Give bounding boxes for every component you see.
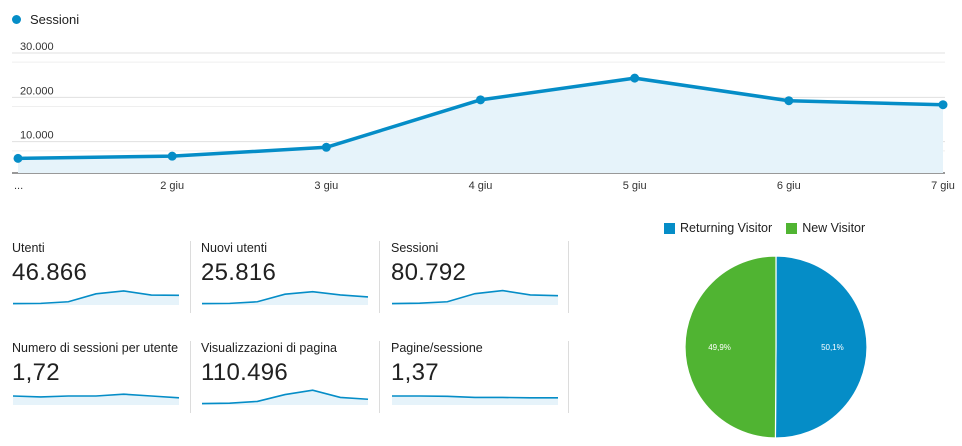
- sparkline-line: [201, 389, 369, 405]
- sessioni-point: [784, 96, 794, 106]
- metric-label: Pagine/sessione: [391, 341, 483, 355]
- metric-value: 25.816: [201, 259, 277, 286]
- new-visitor-swatch-icon: [786, 222, 798, 234]
- metric-sparkline: [12, 290, 180, 305]
- sessioni-point: [13, 153, 23, 163]
- sparkline-line: [392, 395, 558, 399]
- metric-label: Visualizzazioni di pagina: [201, 341, 337, 355]
- pie-slice-new-visitor: [684, 255, 777, 439]
- metric-value: 1,37: [391, 359, 439, 386]
- pie-legend-new[interactable]: New Visitor: [786, 221, 865, 235]
- metric-sparkline: [392, 395, 558, 405]
- legend-label: Sessioni: [30, 12, 80, 27]
- sessioni-area: [18, 78, 943, 173]
- legend-label: New Visitor: [802, 221, 866, 235]
- x-tick-label: 7 giu: [931, 180, 955, 192]
- sparkline-line: [391, 289, 559, 305]
- y-tick-label: 20.000: [20, 85, 54, 97]
- metric-label: Nuovi utenti: [201, 241, 268, 255]
- metric-label: Numero di sessioni per utente: [12, 341, 179, 355]
- metric-divider: [568, 241, 569, 313]
- metric-value: 1,72: [12, 359, 60, 386]
- sessioni-point: [938, 100, 948, 110]
- metric-value: 80.792: [391, 259, 467, 286]
- sparkline-line: [12, 290, 180, 305]
- sparkline-area: [202, 291, 368, 305]
- returning-visitor-swatch-icon: [664, 222, 675, 234]
- y-tick-label: 30.000: [20, 41, 54, 53]
- metric-utenti[interactable]: Utenti 46.866: [12, 241, 190, 317]
- legend-label: Returning Visitor: [680, 221, 773, 235]
- metric-sparkline: [12, 393, 180, 405]
- y-tick-label: 10.000: [20, 130, 54, 142]
- metric-sessioni-per-utente[interactable]: Numero di sessioni per utente 1,72: [12, 341, 190, 417]
- sparkline-line: [201, 290, 369, 305]
- metric-divider: [568, 341, 569, 413]
- pie-slice-returning-visitor: [774, 255, 868, 439]
- chart-legend[interactable]: Sessioni: [12, 12, 79, 27]
- sessioni-point: [476, 95, 485, 105]
- metric-sparkline: [201, 290, 369, 305]
- metric-pagine-sessione[interactable]: Pagine/sessione 1,37: [391, 341, 569, 417]
- pie-legend-returning[interactable]: Returning Visitor: [664, 221, 772, 235]
- metric-divider: [379, 241, 380, 313]
- sessioni-legend-dot-icon: [12, 15, 21, 24]
- sparkline-area: [392, 290, 558, 305]
- x-tick-label: 3 giu: [314, 180, 338, 192]
- sessioni-point: [630, 73, 640, 83]
- pie-legend: Returning Visitor New Visitor: [664, 221, 879, 235]
- metric-visualizzazioni-pagina[interactable]: Visualizzazioni di pagina 110.496: [201, 341, 379, 417]
- metric-value: 46.866: [12, 259, 88, 286]
- metric-label: Sessioni: [391, 241, 439, 255]
- metric-divider: [379, 341, 380, 413]
- metric-divider: [190, 341, 191, 413]
- metric-divider: [190, 241, 191, 313]
- sparkline-line: [12, 393, 180, 399]
- x-tick-label: 5 giu: [623, 180, 647, 192]
- sessioni-point: [167, 151, 177, 161]
- metric-sessioni[interactable]: Sessioni 80.792: [391, 241, 569, 317]
- sessioni-line-chart: 10.000 20.000 30.000... 2 giu 3 giu 4 giu 5 gi…: [12, 41, 955, 192]
- pie-slice-label: 49,9%: [708, 343, 731, 352]
- metric-value: 110.496: [201, 359, 289, 386]
- metric-sparkline: [391, 289, 559, 305]
- x-tick-label: 6 giu: [777, 180, 801, 192]
- x-tick-label: 4 giu: [469, 180, 493, 192]
- metric-sparkline: [201, 389, 369, 405]
- metric-nuovi-utenti[interactable]: Nuovi utenti 25.816: [201, 241, 379, 317]
- sessioni-point: [321, 142, 331, 152]
- pie-slice-label: 50,1%: [821, 343, 844, 352]
- sparkline-area: [13, 290, 179, 305]
- x-tick-label: 2 giu: [160, 180, 184, 192]
- x-tick-label: ...: [14, 180, 23, 192]
- metric-label: Utenti: [12, 241, 45, 255]
